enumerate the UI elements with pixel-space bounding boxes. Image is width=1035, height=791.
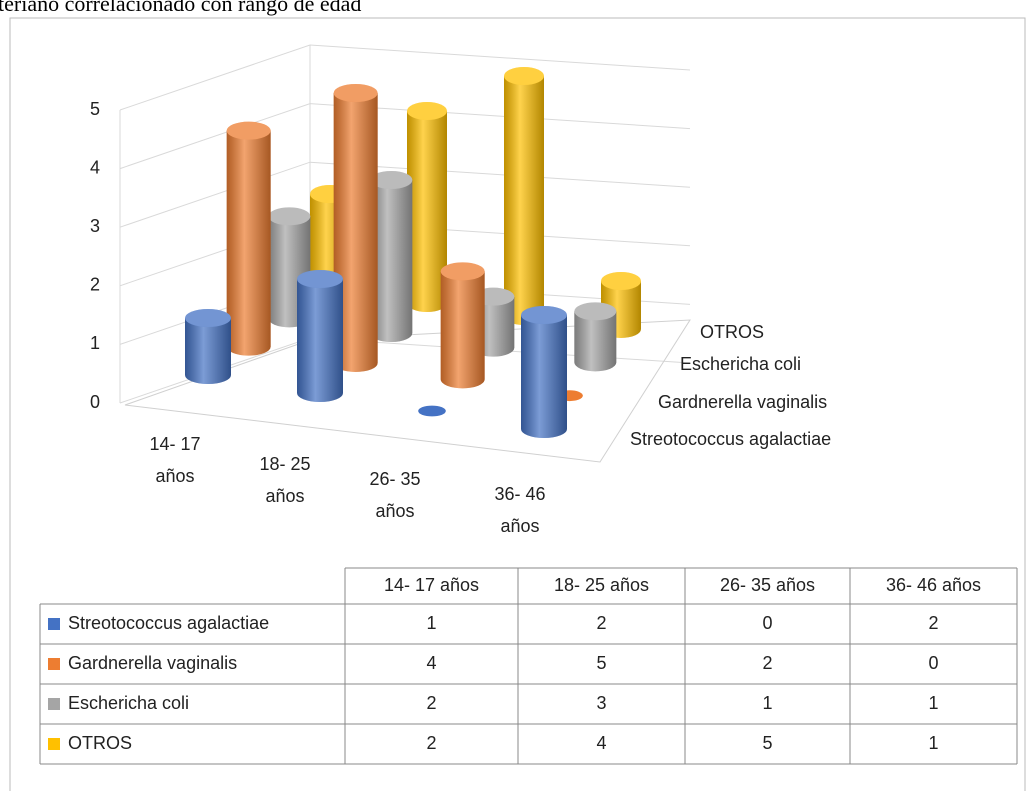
chart-frame xyxy=(9,17,1026,791)
grid-line xyxy=(119,44,691,111)
bar-top-light xyxy=(504,67,544,85)
bar-top-light xyxy=(370,171,413,189)
bar-shade xyxy=(504,76,544,325)
y-tick-label: 4 xyxy=(90,157,100,177)
y-tick-label: 5 xyxy=(90,99,100,119)
bar-shade xyxy=(370,180,413,342)
bar-top-light xyxy=(574,302,617,321)
table-cell: 0 xyxy=(928,653,938,673)
y-tick-label: 1 xyxy=(90,333,100,353)
bar-top-light xyxy=(601,272,641,290)
legend-label: Streotococcus agalactiae xyxy=(68,613,269,633)
table-cell: 1 xyxy=(928,693,938,713)
x-tick-line: 26- 35 xyxy=(369,469,420,489)
bar-top-light xyxy=(407,102,447,120)
x-tick-line: 14- 17 xyxy=(149,434,200,454)
y-tick-label: 2 xyxy=(90,275,100,295)
bar-top-light xyxy=(521,306,567,324)
table-cell: 2 xyxy=(762,653,772,673)
bar-top xyxy=(601,272,641,290)
table-cell: 2 xyxy=(596,613,606,633)
depth-label: Gardnerella vaginalis xyxy=(658,392,827,412)
legend-label: Gardnerella vaginalis xyxy=(68,653,237,673)
x-tick-line: años xyxy=(155,466,194,486)
table-cell: 1 xyxy=(928,733,938,753)
floor xyxy=(124,319,691,463)
bar-top xyxy=(226,121,271,140)
x-tick-label: 36- 46 años xyxy=(494,484,545,536)
table-header: 18- 25 años xyxy=(554,575,649,595)
grid-line xyxy=(119,103,691,170)
bar-top-light xyxy=(297,270,343,288)
bar-top xyxy=(504,67,544,85)
bar-top-light xyxy=(185,309,231,327)
table-cell: 1 xyxy=(426,613,436,633)
y-tick-label: 3 xyxy=(90,216,100,236)
bar-top xyxy=(521,306,567,324)
bar-shade xyxy=(185,318,231,384)
table-cell: 2 xyxy=(928,613,938,633)
bar-top xyxy=(440,262,485,281)
bar-top xyxy=(297,270,343,288)
y-tick-label: 0 xyxy=(90,392,100,412)
table-cell: 5 xyxy=(596,653,606,673)
bar-shade xyxy=(226,130,271,356)
table-cell: 2 xyxy=(426,693,436,713)
table-cell: 2 xyxy=(426,733,436,753)
bar-shade xyxy=(574,311,617,372)
table-header: 14- 17 años xyxy=(384,575,479,595)
legend-swatch xyxy=(48,698,60,710)
bar-top-light xyxy=(226,121,271,140)
bar-shade xyxy=(333,93,378,372)
bar-top-light xyxy=(440,262,485,281)
bar-shade xyxy=(521,315,567,438)
chart-title: teriano correlacionado con rango de edad xyxy=(0,0,361,16)
bar-shade xyxy=(297,279,343,402)
legend-swatch xyxy=(48,658,60,670)
bar-top xyxy=(574,302,617,321)
x-tick-line: años xyxy=(375,501,414,521)
bar-shade xyxy=(407,111,447,312)
bar-top xyxy=(333,84,378,102)
table-cell: 3 xyxy=(596,693,606,713)
x-tick-label: 18- 25 años xyxy=(259,454,310,506)
table-cell: 0 xyxy=(762,613,772,633)
x-tick-line: 36- 46 xyxy=(494,484,545,504)
bar-top xyxy=(407,102,447,120)
bar xyxy=(418,405,446,417)
bar-top-light xyxy=(333,84,378,102)
x-tick-label: 14- 17 años xyxy=(149,434,200,486)
bar-top-light xyxy=(268,207,311,226)
legend-label: OTROS xyxy=(68,733,132,753)
table-cell: 1 xyxy=(762,693,772,713)
table-header: 36- 46 años xyxy=(886,575,981,595)
table-cell: 4 xyxy=(426,653,436,673)
bar-shade xyxy=(440,271,485,389)
table-grid xyxy=(39,567,1018,765)
table-cell: 4 xyxy=(596,733,606,753)
x-tick-label: 26- 35 años xyxy=(369,469,420,521)
legend-label: Eschericha coli xyxy=(68,693,189,713)
legend-swatch xyxy=(48,618,60,630)
depth-label: Eschericha coli xyxy=(680,354,801,374)
depth-label: Streotococcus agalactiae xyxy=(630,429,831,449)
legend-swatch xyxy=(48,738,60,750)
table-header: 26- 35 años xyxy=(720,575,815,595)
bar-top xyxy=(268,207,311,226)
x-tick-line: años xyxy=(500,516,539,536)
depth-label: OTROS xyxy=(700,322,764,342)
table-cell: 5 xyxy=(762,733,772,753)
x-tick-line: 18- 25 xyxy=(259,454,310,474)
bar-top xyxy=(185,309,231,327)
bar-top xyxy=(370,171,413,189)
x-tick-line: años xyxy=(265,486,304,506)
